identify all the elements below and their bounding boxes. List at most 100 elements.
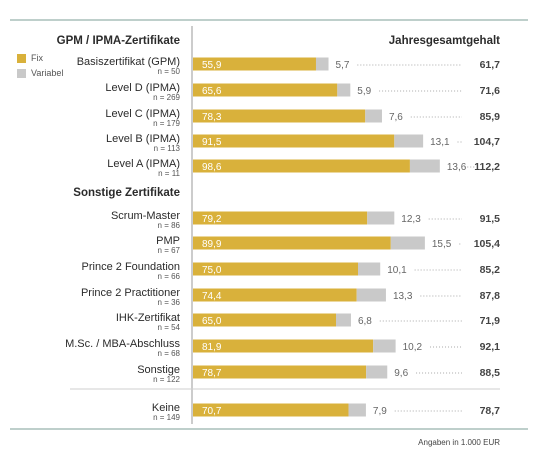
row-label: Scrum-Master: [111, 210, 180, 222]
row-sample-size: n = 179: [153, 119, 180, 128]
bar-fix: [193, 403, 349, 417]
bar-variabel: [356, 288, 386, 302]
variabel-value-label: 7,9: [373, 406, 387, 417]
group-title: GPM / IPMA-Zertifikate: [57, 35, 180, 47]
bar-variabel: [366, 365, 388, 379]
fix-value-label: 89,9: [202, 239, 222, 250]
bar-fix: [193, 236, 391, 250]
row-label: Prince 2 Foundation: [82, 261, 180, 273]
row-label: Sonstige: [137, 364, 180, 376]
variabel-value-label: 13,3: [393, 291, 413, 302]
variabel-value-label: 6,8: [358, 316, 372, 327]
row-label: Level A (IPMA): [107, 158, 180, 170]
fix-value-label: 79,2: [202, 214, 222, 225]
fix-value-label: 81,9: [202, 342, 222, 353]
fix-value-label: 78,7: [202, 368, 222, 379]
bar-fix: [193, 288, 357, 302]
bar-fix: [193, 159, 410, 173]
bar-fix: [193, 365, 367, 379]
row-sample-size: n = 269: [153, 93, 180, 102]
bar-variabel: [390, 236, 425, 250]
total-value-label: 61,7: [480, 59, 501, 71]
row-label: Level D (IPMA): [105, 82, 180, 94]
total-value-label: 104,7: [474, 136, 500, 148]
variabel-value-label: 10,1: [387, 265, 407, 276]
row-sample-size: n = 11: [158, 169, 180, 178]
total-value-label: 71,6: [480, 85, 501, 97]
bar-variabel: [358, 262, 381, 276]
fix-value-label: 70,7: [202, 406, 222, 417]
row-sample-size: n = 50: [158, 67, 181, 76]
variabel-value-label: 7,6: [389, 112, 403, 123]
variabel-value-label: 13,6: [447, 162, 467, 173]
bar-variabel: [367, 211, 395, 225]
bar-variabel: [336, 313, 351, 327]
bar-variabel: [337, 83, 351, 97]
row-sample-size: n = 86: [158, 221, 181, 230]
bar-fix: [193, 339, 374, 353]
variabel-value-label: 10,2: [403, 342, 423, 353]
variabel-value-label: 5,9: [357, 86, 371, 97]
variabel-value-label: 13,1: [430, 137, 450, 148]
fix-value-label: 91,5: [202, 137, 222, 148]
row-sample-size: n = 122: [153, 375, 180, 384]
fix-value-label: 78,3: [202, 112, 222, 123]
row-sample-size: n = 113: [154, 144, 181, 153]
bar-fix: [193, 57, 316, 71]
legend-label-variabel: Variabel: [31, 68, 63, 78]
group-title: Sonstige Zertifikate: [73, 187, 180, 199]
legend-swatch-fix: [17, 54, 26, 63]
total-value-label: 92,1: [480, 341, 501, 353]
bar-fix: [193, 262, 358, 276]
row-label: Prince 2 Practitioner: [81, 287, 180, 299]
row-sample-size: n = 54: [158, 323, 181, 332]
bar-variabel: [348, 403, 366, 417]
total-value-label: 91,5: [480, 213, 501, 225]
bar-variabel: [373, 339, 396, 353]
variabel-value-label: 12,3: [401, 214, 421, 225]
total-value-label: 85,2: [480, 264, 501, 276]
value-header: Jahresgesamtgehalt: [389, 35, 500, 47]
bar-fix: [193, 211, 368, 225]
bar-variabel: [394, 134, 424, 148]
fix-value-label: 55,9: [202, 60, 222, 71]
row-sample-size: n = 67: [158, 246, 181, 255]
total-value-label: 71,9: [480, 315, 501, 327]
variabel-value-label: 15,5: [432, 239, 452, 250]
total-value-label: 88,5: [480, 367, 501, 379]
variabel-value-label: 5,7: [336, 60, 350, 71]
row-label: M.Sc. / MBA-Abschluss: [65, 338, 180, 350]
bar-variabel: [365, 109, 382, 123]
total-value-label: 87,8: [480, 290, 501, 302]
row-label: PMP: [156, 235, 180, 247]
bar-variabel: [409, 159, 440, 173]
row-label: Level C (IPMA): [105, 108, 180, 120]
bar-fix: [193, 109, 366, 123]
row-sample-size: n = 68: [158, 349, 181, 358]
bar-fix: [193, 134, 395, 148]
fix-value-label: 75,0: [202, 265, 222, 276]
row-sample-size: n = 149: [153, 413, 180, 422]
total-value-label: 112,2: [474, 161, 500, 173]
total-value-label: 85,9: [480, 111, 501, 123]
legend-label-fix: Fix: [31, 53, 43, 63]
variabel-value-label: 9,6: [394, 368, 408, 379]
bar-variabel: [315, 57, 329, 71]
fix-value-label: 65,0: [202, 316, 222, 327]
row-label: Basiszertifikat (GPM): [77, 56, 180, 68]
row-sample-size: n = 66: [158, 272, 181, 281]
total-value-label: 78,7: [480, 405, 501, 417]
bar-fix: [193, 83, 338, 97]
legend: Fix Variabel: [17, 53, 63, 78]
fix-value-label: 98,6: [202, 162, 222, 173]
fix-value-label: 65,6: [202, 86, 222, 97]
legend-swatch-variabel: [17, 69, 26, 78]
row-sample-size: n = 36: [158, 298, 181, 307]
row-label: Keine: [152, 402, 180, 414]
total-value-label: 105,4: [474, 238, 500, 250]
bar-rows: GPM / IPMA-Zertifikate Basiszertifikat (G…: [57, 35, 500, 422]
fix-value-label: 74,4: [202, 291, 222, 302]
row-label: IHK-Zertifikat: [116, 312, 180, 324]
bar-fix: [193, 313, 336, 327]
